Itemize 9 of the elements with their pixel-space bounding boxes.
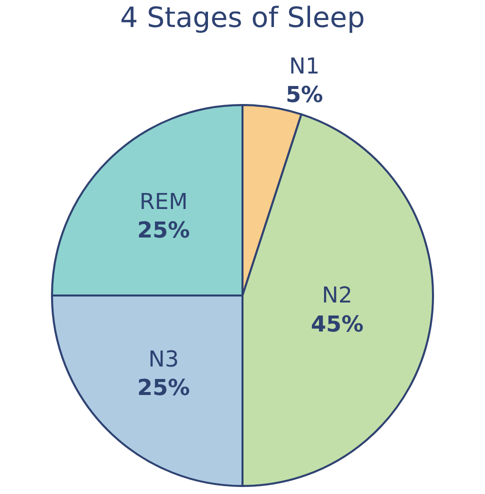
data-label: 25% [137, 218, 190, 244]
slice-label: N1 [289, 54, 320, 80]
slice-label: REM [140, 190, 188, 215]
data-label: 45% [310, 312, 364, 338]
slice-label: N2 [322, 284, 352, 309]
data-label: 25% [137, 376, 190, 402]
slice-label: N3 [148, 348, 179, 373]
chart-title: 4 Stages of Sleep [120, 1, 365, 34]
data-label: 5% [286, 83, 324, 108]
